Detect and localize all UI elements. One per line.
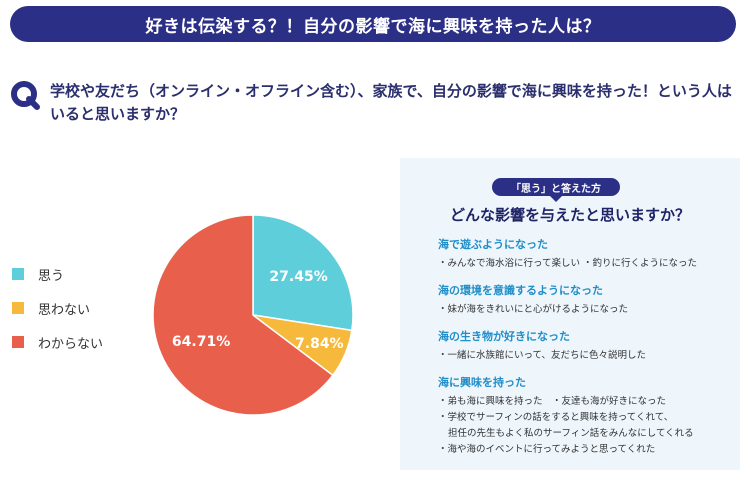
answer-section: 海に興味を持った・弟も海に興味を持った ・友達も海が好きになった ・学校でサーフィ… — [438, 374, 738, 458]
legend-swatch — [12, 268, 24, 280]
section-line: ・学校でサーフィンの話をすると興味を持ってくれて、 — [438, 412, 674, 423]
legend-item: 思う — [12, 266, 103, 284]
answer-panel: 「思う」と答えた方 どんな影響を与えたと思いますか？ 海で遊ぶようになった・みん… — [400, 158, 740, 470]
legend-label: 思わない — [38, 302, 91, 318]
legend-swatch — [12, 336, 24, 348]
section-heading: 海の環境を意識するようになった — [438, 284, 603, 297]
pie-slice — [152, 214, 334, 416]
title-banner: 好きは伝染する？！自分の影響で海に興味を持った人は？ — [10, 6, 736, 42]
section-heading: 海の生き物が好きになった — [438, 330, 570, 343]
question-text: 学校や友だち（オンライン・オフライン含む）、家族で、自分の影響で海に興味を持った… — [50, 82, 732, 123]
slice-label: 27.45% — [269, 269, 327, 285]
answer-section: 海の生き物が好きになった・一緒に水族館にいって、友だちに色々説明した — [438, 328, 738, 364]
chart-legend: 思う思わないわからない — [12, 266, 103, 368]
section-line: ・みんなで海水浴に行って楽しい ・釣りに行くようになった — [438, 258, 698, 269]
banner-title: 好きは伝染する？！自分の影響で海に興味を持った人は？ — [145, 16, 601, 37]
legend-item: 思わない — [12, 300, 103, 318]
section-line: ・弟も海に興味を持った ・友達も海が好きになった — [438, 396, 667, 407]
section-line: ・海や海のイベントに行ってみようと思ってくれた — [438, 444, 656, 455]
respondent-tag: 「思う」と答えた方 — [492, 178, 620, 196]
pie-slice — [252, 214, 354, 332]
slice-label: 7.84% — [295, 336, 344, 352]
tag-pointer-icon — [550, 196, 562, 202]
q-letter-icon — [11, 81, 40, 110]
pie-chart: 27.45% 7.84% 64.71% — [152, 214, 354, 416]
section-heading: 海に興味を持った — [438, 376, 526, 389]
legend-label: 思う — [38, 268, 65, 284]
panel-title: どんな影響を与えたと思いますか？ — [449, 206, 690, 224]
answer-sections: 海で遊ぶようになった ・みんなで海水浴に行って楽しい ・釣りに行くようになった 海の… — [438, 236, 738, 468]
answer-section: 海で遊ぶようになった・みんなで海水浴に行って楽しい ・釣りに行くようになった — [438, 236, 738, 272]
section-line: ・妹が海をきれいにと心がけるようになった — [438, 304, 629, 315]
section-line: ・一緒に水族館にいって、友だちに色々説明した — [438, 350, 647, 361]
legend-swatch — [12, 302, 24, 314]
section-heading: 海で遊ぶようになった — [438, 238, 548, 251]
legend-item: わからない — [12, 334, 104, 352]
answer-section: 海の環境を意識するようになった・妹が海をきれいにと心がけるようになった — [438, 282, 738, 318]
slice-label: 64.71% — [172, 334, 230, 350]
legend-label: わからない — [38, 336, 104, 352]
section-line: 担任の先生もよく私のサーフィン話をみんなにしてくれる — [448, 428, 694, 439]
